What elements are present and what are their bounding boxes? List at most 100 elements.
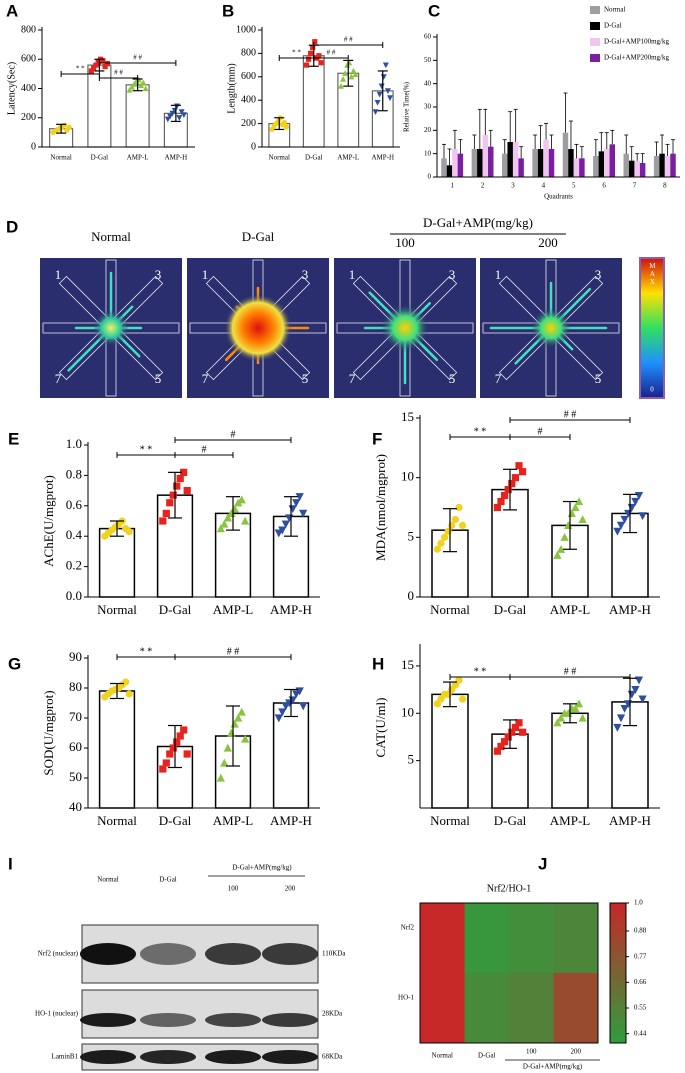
lane-header: 100	[228, 885, 239, 893]
row-label: Nrf2	[401, 924, 415, 932]
data-point	[372, 109, 379, 116]
y-tick-label: 200	[21, 112, 36, 123]
data-point	[176, 474, 184, 483]
data-point	[162, 759, 170, 767]
data-point	[455, 676, 463, 684]
bar	[664, 156, 671, 177]
y-tick-label: 5	[408, 752, 415, 767]
chart-title: Nrf2/HO-1	[487, 883, 531, 894]
data-point	[638, 695, 647, 704]
blot-band	[262, 943, 318, 965]
data-point	[216, 524, 225, 533]
y-axis-label: Latency(Sec)	[6, 62, 17, 115]
y-tick-label: 40	[424, 79, 432, 87]
legend-swatch	[590, 22, 600, 30]
data-point	[620, 515, 629, 524]
data-point	[93, 62, 99, 68]
data-point	[234, 713, 243, 722]
lane-header: 200	[285, 885, 296, 893]
panel-letter: E	[8, 429, 19, 448]
protein-label: Nrf2 (nuclear)	[38, 950, 79, 958]
bar	[488, 146, 494, 177]
data-point	[104, 61, 111, 67]
data-point	[504, 486, 512, 494]
legend-label: D-Gal	[604, 22, 622, 30]
maze-heat	[224, 294, 292, 362]
dose-label: 100	[395, 235, 415, 250]
maze-heat	[381, 304, 429, 352]
significance-label: * *	[474, 426, 487, 437]
data-point	[318, 60, 324, 66]
lane-header: D-Gal+AMP(mg/kg)	[232, 864, 292, 872]
arm-label: 1	[495, 267, 502, 282]
data-point	[241, 734, 250, 743]
panel-letter: D	[6, 217, 18, 236]
data-point	[227, 728, 236, 737]
maze-trace	[67, 333, 106, 372]
significance-label: * *	[76, 65, 85, 73]
colorbar-tick-label: 0.55	[634, 1004, 647, 1012]
data-point	[61, 122, 68, 128]
data-point	[631, 686, 640, 694]
data-point	[613, 527, 622, 536]
significance-label: # #	[564, 409, 577, 420]
heatmap-cell	[464, 903, 509, 973]
arm-label: 3	[155, 267, 162, 282]
x-tick-label: 7	[633, 182, 637, 190]
group-label: D-Gal+AMP(mg/kg)	[523, 1063, 583, 1071]
size-label: 28KDa	[322, 1010, 343, 1018]
y-tick-label: 30	[424, 103, 432, 111]
bar	[477, 149, 483, 177]
data-point	[169, 491, 177, 499]
data-point	[459, 521, 467, 530]
bar	[562, 132, 569, 177]
panel-letter: I	[8, 854, 13, 873]
colorbar-tick-label: 1.0	[634, 899, 643, 907]
bar	[609, 144, 615, 177]
bar	[579, 158, 585, 177]
data-point	[126, 86, 133, 93]
x-tick-label: D-Gal	[494, 813, 527, 828]
y-tick-label: 20	[424, 126, 432, 134]
colorbar-tick-label: 0.88	[634, 927, 647, 935]
y-tick-label: 0	[251, 141, 256, 152]
x-tick-label: 1	[450, 182, 454, 190]
bar	[634, 160, 640, 177]
x-tick-label: AMP-H	[371, 154, 394, 162]
data-point	[183, 750, 191, 758]
data-point	[560, 533, 569, 541]
blot-band	[140, 943, 196, 965]
scale-max: MAX	[648, 262, 656, 286]
scale-min: 0	[650, 386, 654, 394]
bar	[457, 153, 464, 177]
data-point	[620, 704, 629, 713]
data-point	[437, 539, 445, 547]
data-point	[176, 115, 183, 121]
y-tick-label: 400	[21, 83, 36, 94]
bar	[551, 712, 589, 809]
x-tick-label: AMP-H	[609, 602, 651, 617]
data-point	[169, 744, 177, 752]
bar	[482, 135, 489, 177]
panel-letter: C	[428, 1, 440, 20]
data-point	[288, 505, 297, 514]
arm-label: 1	[202, 267, 209, 282]
data-point	[180, 726, 188, 734]
legend-swatch	[590, 6, 600, 14]
data-point	[303, 62, 310, 68]
column-label: 100	[526, 1048, 537, 1056]
bar	[452, 149, 458, 177]
data-point	[128, 83, 135, 90]
x-tick-label: 8	[663, 182, 667, 190]
panel-letter: F	[372, 429, 382, 448]
x-tick-label: Normal	[269, 154, 290, 162]
data-point	[380, 74, 387, 80]
significance-label: * *	[140, 646, 153, 657]
y-tick-label: 200	[241, 118, 256, 129]
data-point	[274, 714, 283, 723]
x-tick-label: AMP-L	[550, 602, 591, 617]
y-tick-label: 60	[424, 33, 432, 41]
data-point	[299, 509, 308, 518]
group-header: D-Gal	[242, 229, 275, 244]
data-point	[166, 750, 174, 758]
